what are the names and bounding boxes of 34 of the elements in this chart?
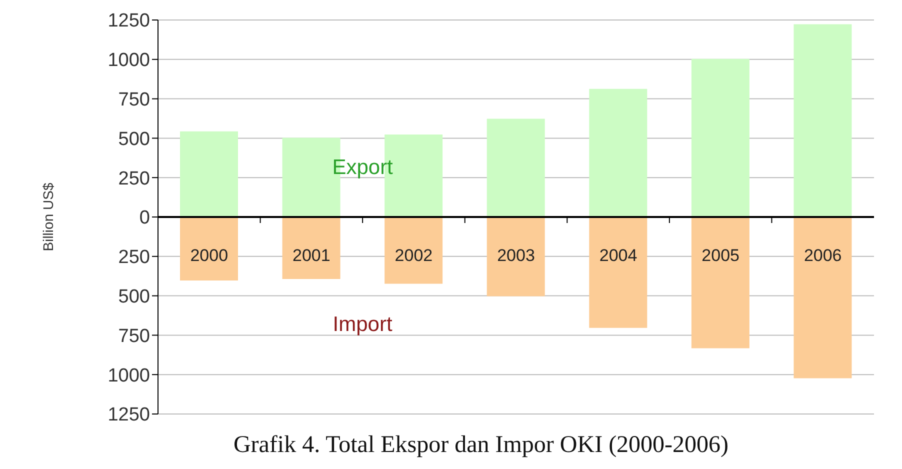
x-tick-label: 2000 (190, 246, 228, 265)
bar (589, 216, 648, 328)
bar (384, 216, 443, 284)
x-tick-label: 2005 (702, 246, 740, 265)
series-label: Export (331, 156, 394, 180)
y-tick-label: 500 (118, 128, 150, 150)
bar (282, 216, 340, 279)
text: Grafik 4. Total Ekspor dan Impor OKI (2000-2006) (232, 432, 730, 459)
bar (691, 58, 750, 218)
bar (180, 216, 238, 281)
x-tick-label: 2001 (292, 246, 330, 265)
bar (589, 88, 648, 218)
x-tick-label: 2002 (394, 246, 433, 265)
y-tick-label: 1000 (108, 365, 150, 386)
y-tick-label: 250 (118, 168, 150, 190)
bar (486, 216, 545, 296)
bar (794, 216, 852, 378)
bar (794, 24, 852, 218)
bar (691, 216, 750, 348)
x-tick-label: 2006 (804, 246, 842, 265)
bar (486, 118, 545, 218)
y-tick-label: 0 (139, 208, 150, 229)
bar (180, 131, 238, 218)
y-tick-label: 750 (118, 326, 150, 347)
x-tick-label: 2003 (497, 246, 535, 265)
y-tick-label: 1250 (108, 404, 150, 426)
y-tick-label: 500 (118, 286, 150, 308)
x-tick-label: 2004 (599, 246, 638, 265)
y-tick-label: 750 (118, 90, 150, 111)
series-label: Import (332, 313, 394, 338)
y-axis-title: Billion US$ (40, 182, 56, 252)
y-tick-label: 1250 (108, 10, 150, 32)
y-tick-label: 250 (118, 247, 150, 268)
y-tick-label: 1000 (108, 50, 150, 72)
